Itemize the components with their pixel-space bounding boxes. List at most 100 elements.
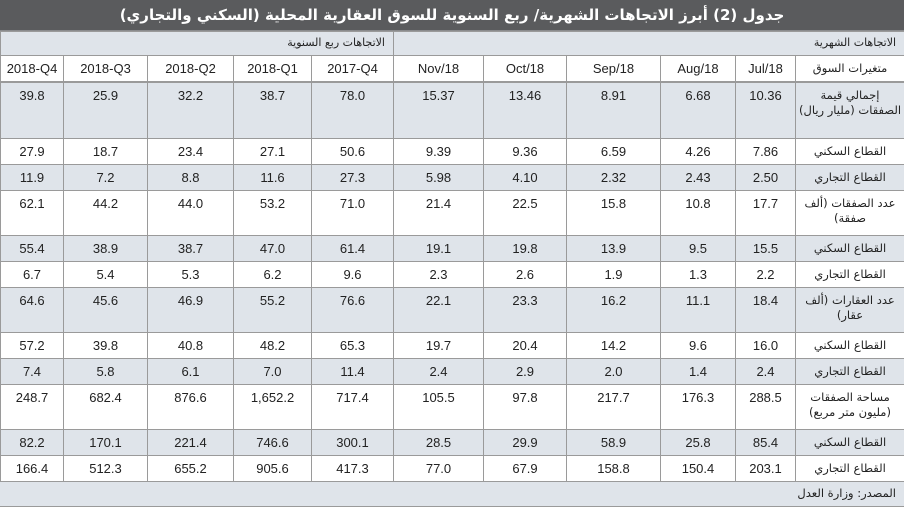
- cell-monthly: 67.9: [484, 456, 567, 482]
- cell-monthly: 17.7: [736, 191, 796, 236]
- cell-quarterly: 6.2: [234, 262, 312, 288]
- cell-quarterly: 682.4: [64, 385, 148, 430]
- cell-quarterly: 44.0: [148, 191, 234, 236]
- cell-monthly: 5.98: [394, 165, 484, 191]
- cell-monthly: 19.1: [394, 236, 484, 262]
- row-label: القطاع السكني: [796, 236, 904, 262]
- cell-quarterly: 655.2: [148, 456, 234, 482]
- cell-monthly: 6.59: [567, 139, 661, 165]
- row-label: القطاع السكني: [796, 430, 904, 456]
- cell-monthly: 20.4: [484, 333, 567, 359]
- col-2018-q2: 2018-Q2: [148, 56, 234, 82]
- cell-quarterly: 27.1: [234, 139, 312, 165]
- cell-quarterly: 38.9: [64, 236, 148, 262]
- cell-quarterly: 45.6: [64, 288, 148, 333]
- source-note: المصدر: وزارة العدل: [0, 482, 904, 507]
- cell-quarterly: 6.1: [148, 359, 234, 385]
- cell-quarterly: 55.4: [1, 236, 64, 262]
- row-label: عدد العقارات (ألف عقار): [796, 288, 904, 333]
- cell-quarterly: 717.4: [312, 385, 394, 430]
- row-label: إجمالي قيمة الصفقات (مليار ريال): [796, 83, 904, 139]
- cell-monthly: 97.8: [484, 385, 567, 430]
- cell-quarterly: 300.1: [312, 430, 394, 456]
- col-market-variables: متغيرات السوق: [796, 56, 904, 82]
- cell-quarterly: 25.9: [64, 83, 148, 139]
- col-2018-q1: 2018-Q1: [234, 56, 312, 82]
- group-monthly: الاتجاهات الشهرية: [394, 32, 904, 56]
- cell-monthly: 7.86: [736, 139, 796, 165]
- cell-quarterly: 905.6: [234, 456, 312, 482]
- cell-quarterly: 55.2: [234, 288, 312, 333]
- col-aug-18: Aug/18: [661, 56, 736, 82]
- cell-quarterly: 48.2: [234, 333, 312, 359]
- cell-quarterly: 248.7: [1, 385, 64, 430]
- col-nov-18: Nov/18: [394, 56, 484, 82]
- cell-monthly: 13.9: [567, 236, 661, 262]
- cell-monthly: 23.3: [484, 288, 567, 333]
- cell-monthly: 9.5: [661, 236, 736, 262]
- cell-quarterly: 11.9: [1, 165, 64, 191]
- cell-monthly: 15.5: [736, 236, 796, 262]
- cell-quarterly: 78.0: [312, 83, 394, 139]
- row-label: القطاع التجاري: [796, 359, 904, 385]
- cell-monthly: 2.0: [567, 359, 661, 385]
- cell-monthly: 58.9: [567, 430, 661, 456]
- cell-quarterly: 746.6: [234, 430, 312, 456]
- cell-quarterly: 417.3: [312, 456, 394, 482]
- cell-monthly: 15.8: [567, 191, 661, 236]
- cell-monthly: 1.4: [661, 359, 736, 385]
- col-oct-18: Oct/18: [484, 56, 567, 82]
- cell-monthly: 2.6: [484, 262, 567, 288]
- table-title: جدول (2) أبرز الاتجاهات الشهرية/ ربع الس…: [0, 0, 904, 31]
- cell-monthly: 2.3: [394, 262, 484, 288]
- cell-monthly: 11.1: [661, 288, 736, 333]
- cell-monthly: 2.2: [736, 262, 796, 288]
- cell-monthly: 19.7: [394, 333, 484, 359]
- cell-quarterly: 50.6: [312, 139, 394, 165]
- cell-quarterly: 7.4: [1, 359, 64, 385]
- cell-quarterly: 32.2: [148, 83, 234, 139]
- row-label: القطاع السكني: [796, 333, 904, 359]
- cell-monthly: 19.8: [484, 236, 567, 262]
- cell-monthly: 10.36: [736, 83, 796, 139]
- cell-quarterly: 65.3: [312, 333, 394, 359]
- cell-monthly: 22.5: [484, 191, 567, 236]
- cell-monthly: 14.2: [567, 333, 661, 359]
- cell-quarterly: 9.6: [312, 262, 394, 288]
- cell-quarterly: 170.1: [64, 430, 148, 456]
- group-header-row: الاتجاهات ربع السنوية الاتجاهات الشهرية: [1, 32, 904, 56]
- cell-monthly: 9.6: [661, 333, 736, 359]
- cell-quarterly: 1,652.2: [234, 385, 312, 430]
- cell-monthly: 10.8: [661, 191, 736, 236]
- cell-quarterly: 47.0: [234, 236, 312, 262]
- cell-monthly: 176.3: [661, 385, 736, 430]
- cell-monthly: 2.50: [736, 165, 796, 191]
- cell-monthly: 18.4: [736, 288, 796, 333]
- cell-quarterly: 166.4: [1, 456, 64, 482]
- cell-quarterly: 82.2: [1, 430, 64, 456]
- col-2018-q4: 2018-Q4: [1, 56, 64, 82]
- cell-quarterly: 18.7: [64, 139, 148, 165]
- cell-monthly: 4.10: [484, 165, 567, 191]
- cell-monthly: 25.8: [661, 430, 736, 456]
- cell-quarterly: 221.4: [148, 430, 234, 456]
- cell-quarterly: 53.2: [234, 191, 312, 236]
- row-label: القطاع السكني: [796, 139, 904, 165]
- cell-monthly: 13.46: [484, 83, 567, 139]
- cell-quarterly: 38.7: [148, 236, 234, 262]
- cell-quarterly: 5.8: [64, 359, 148, 385]
- cell-quarterly: 71.0: [312, 191, 394, 236]
- cell-quarterly: 11.6: [234, 165, 312, 191]
- cell-quarterly: 44.2: [64, 191, 148, 236]
- col-jul-18: Jul/18: [736, 56, 796, 82]
- cell-monthly: 4.26: [661, 139, 736, 165]
